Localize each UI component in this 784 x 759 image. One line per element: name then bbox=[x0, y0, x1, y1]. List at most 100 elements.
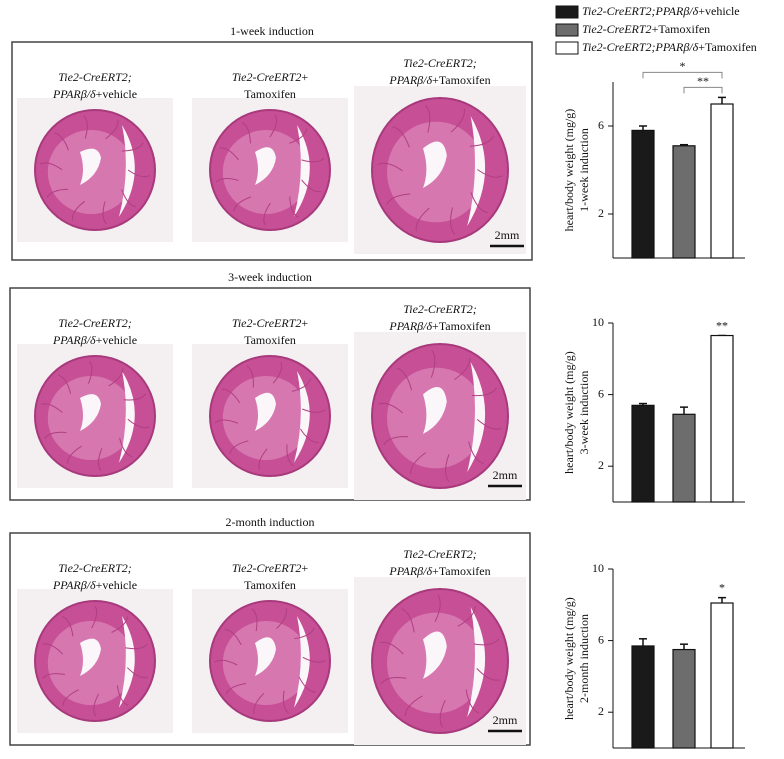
muscle-fiber bbox=[401, 608, 415, 633]
text: Tamoxifen bbox=[244, 333, 296, 347]
significance: * bbox=[719, 580, 725, 594]
text: +Tamoxifen bbox=[432, 564, 491, 578]
sample-label: Tie2-CreERT2+ bbox=[232, 70, 309, 84]
y-tick-label: 6 bbox=[598, 632, 604, 646]
ventricle-cavity bbox=[119, 125, 135, 217]
lumen bbox=[255, 637, 276, 676]
bar bbox=[631, 129, 655, 259]
legend-label: Tie2-CreERT2;PPARβ/δ+vehicle bbox=[582, 4, 740, 18]
italic-text: Tie2-CreERT2;PPARβ/δ bbox=[582, 4, 699, 18]
muscle-fiber bbox=[214, 659, 238, 666]
muscle-fiber bbox=[67, 445, 82, 464]
muscle-fiber bbox=[127, 418, 150, 429]
muscle-fiber bbox=[289, 128, 308, 144]
muscle-fiber bbox=[286, 444, 294, 467]
muscle-fiber bbox=[57, 374, 72, 394]
italic-text: Tie2-CreERT2 bbox=[232, 70, 302, 84]
lumen bbox=[423, 631, 447, 680]
text: Tamoxifen bbox=[244, 578, 296, 592]
muscle-fiber bbox=[219, 147, 239, 161]
italic-text: PPARβ/δ bbox=[388, 564, 432, 578]
ventricle-cavity bbox=[467, 116, 486, 227]
bar bbox=[672, 413, 696, 503]
text: + bbox=[301, 561, 308, 575]
muscle-fiber bbox=[102, 201, 107, 225]
muscle-fiber bbox=[229, 440, 249, 454]
muscle-fiber bbox=[294, 627, 315, 640]
text: + bbox=[301, 316, 308, 330]
text: +vehicle bbox=[96, 333, 137, 347]
sample-label: Tie2-CreERT2; bbox=[403, 302, 477, 316]
lumen bbox=[80, 638, 101, 676]
muscle-fiber bbox=[121, 142, 144, 152]
ventricle-cavity bbox=[467, 607, 486, 718]
y-axis-label: heart/body weight (mg/g) bbox=[562, 109, 576, 232]
sample-label: Tamoxifen bbox=[244, 578, 296, 592]
muscle-fiber bbox=[233, 196, 252, 212]
text: + bbox=[301, 70, 308, 84]
italic-text: Tie2-CreERT2 bbox=[232, 316, 302, 330]
muscle-fiber bbox=[468, 441, 484, 465]
muscle-fiber bbox=[291, 378, 312, 392]
muscle-fiber bbox=[383, 436, 409, 446]
y-tick-label: 2 bbox=[598, 206, 604, 220]
muscle-fiber bbox=[87, 360, 93, 384]
y-axis-label: heart/body weight (mg/g) bbox=[562, 597, 576, 720]
ventricle-cavity bbox=[294, 371, 310, 463]
muscle-fiber bbox=[253, 693, 265, 715]
muscle-fiber bbox=[126, 667, 148, 679]
panel-frame bbox=[9, 532, 531, 746]
significance-bracket bbox=[642, 71, 723, 79]
italic-text: PPARβ/δ bbox=[52, 87, 96, 101]
legend-swatch bbox=[555, 41, 579, 55]
muscle-fiber bbox=[263, 202, 271, 226]
ventricle-cavity bbox=[119, 371, 135, 463]
sample-label: Tie2-CreERT2; bbox=[403, 547, 477, 561]
muscle-fiber bbox=[410, 452, 427, 475]
muscle-fiber bbox=[378, 402, 404, 414]
muscle-fiber bbox=[251, 608, 258, 632]
muscle-fiber bbox=[54, 132, 69, 151]
muscle-fiber bbox=[425, 105, 431, 133]
muscle-fiber bbox=[276, 608, 288, 629]
muscle-fiber bbox=[476, 668, 501, 681]
text: +Tamoxifen bbox=[432, 73, 491, 87]
muscle-fiber bbox=[105, 119, 119, 140]
muscle-fiber bbox=[214, 419, 238, 424]
panel-title: 3-week induction bbox=[228, 270, 312, 284]
muscle-fiber bbox=[46, 188, 69, 198]
significance: * bbox=[680, 59, 686, 73]
panel-title: 2-month induction bbox=[226, 515, 315, 529]
sample-label: Tie2-CreERT2; bbox=[58, 561, 132, 575]
legend-label: Tie2-CreERT2+Tamoxifen bbox=[582, 22, 710, 36]
panel-frame bbox=[9, 287, 531, 501]
muscle-fiber bbox=[457, 606, 476, 627]
sample-label: PPARβ/δ+Tamoxifen bbox=[388, 73, 490, 87]
muscle-fiber bbox=[44, 431, 67, 439]
muscle-fiber bbox=[301, 157, 325, 163]
muscle-fiber bbox=[98, 448, 103, 472]
muscle-fiber bbox=[121, 189, 137, 208]
sample-label: Tie2-CreERT2+ bbox=[232, 561, 309, 575]
legend-label: Tie2-CreERT2;PPARβ/δ+Tamoxifen bbox=[582, 40, 757, 54]
text: Tamoxifen bbox=[244, 87, 296, 101]
y-tick-label: 2 bbox=[598, 704, 604, 718]
lumen bbox=[255, 392, 276, 431]
text: +Tamoxifen bbox=[698, 40, 757, 54]
muscle-fiber bbox=[450, 207, 456, 235]
text: +vehicle bbox=[96, 578, 137, 592]
y-tick-label: 2 bbox=[598, 458, 604, 472]
lumen bbox=[255, 147, 276, 185]
scale-bar-label: 2mm bbox=[493, 713, 518, 727]
muscle-fiber bbox=[396, 367, 413, 391]
muscle-fiber bbox=[450, 108, 465, 133]
muscle-fiber bbox=[91, 605, 98, 629]
muscle-fiber bbox=[439, 699, 446, 728]
muscle-fiber bbox=[465, 689, 480, 714]
y-tick-label: 6 bbox=[598, 386, 604, 400]
muscle-fiber bbox=[258, 448, 268, 471]
y-tick-label: 10 bbox=[592, 315, 604, 329]
y-axis-label: heart/body weight (mg/g) bbox=[562, 351, 576, 474]
muscle-fiber bbox=[445, 454, 450, 482]
ventricle-cavity bbox=[119, 616, 135, 708]
